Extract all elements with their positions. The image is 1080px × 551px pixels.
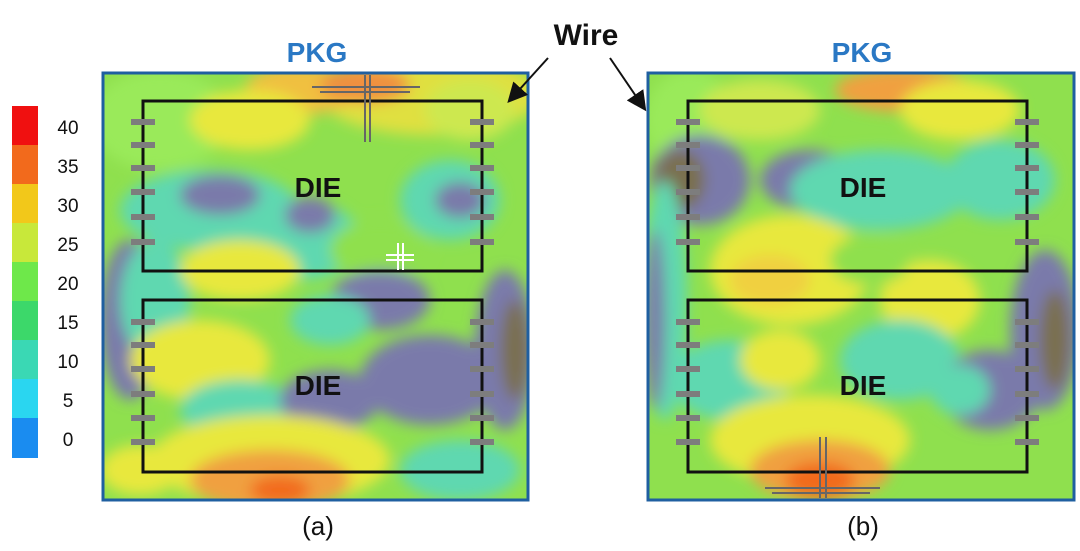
colorbar: 40 35 30 25 20 15 10 5 0	[12, 106, 79, 458]
bond-pad	[131, 391, 155, 397]
bond-pad	[676, 439, 700, 445]
caption-b: (b)	[847, 511, 879, 541]
bond-pad	[131, 439, 155, 445]
bond-pad	[131, 239, 155, 245]
colorbar-swatch	[12, 379, 38, 419]
bond-pad	[131, 415, 155, 421]
pkg-label-a: PKG	[287, 37, 348, 68]
colorbar-swatch	[12, 106, 38, 146]
wire-arrow-right	[609, 57, 647, 112]
bond-pad	[131, 142, 155, 148]
bond-pad	[676, 142, 700, 148]
wire-arrow-left	[507, 57, 549, 103]
colorbar-tick-label: 35	[57, 157, 78, 178]
caption-a: (a)	[302, 511, 334, 541]
bond-pad	[470, 391, 494, 397]
bond-pad	[1015, 415, 1039, 421]
colorbar-swatch	[12, 223, 38, 263]
die-bottom-b	[686, 298, 1029, 474]
bond-pad	[1015, 189, 1039, 195]
die-bottom-label-a: DIE	[295, 370, 342, 401]
wire-cross-b	[765, 437, 880, 498]
die-top-a	[141, 99, 484, 273]
bond-pad	[131, 319, 155, 325]
heatmap-b	[648, 73, 1074, 500]
bond-pad	[470, 415, 494, 421]
bond-pad	[131, 214, 155, 220]
colorbar-tick-label: 25	[57, 235, 78, 256]
colorbar-swatch	[12, 418, 38, 458]
colorbar-tick-label: 30	[57, 196, 78, 217]
die-bottom-a	[141, 298, 484, 474]
colorbar-tick-label: 5	[63, 391, 74, 412]
bond-pad	[470, 165, 494, 171]
die-top-label-a: DIE	[295, 172, 342, 203]
panel-a: PKG DIE DIE (a)	[101, 37, 530, 541]
bond-pad	[470, 319, 494, 325]
bond-pad	[470, 239, 494, 245]
bond-pad	[1015, 391, 1039, 397]
bond-pad	[470, 366, 494, 372]
colorbar-swatch	[12, 301, 38, 341]
colorbar-swatch	[12, 340, 38, 380]
bond-pad	[676, 189, 700, 195]
bond-pad	[676, 165, 700, 171]
pkg-label-b: PKG	[832, 37, 893, 68]
pkg-border-b	[646, 71, 1076, 502]
bond-pad	[1015, 165, 1039, 171]
bond-pad	[676, 342, 700, 348]
bond-pad	[470, 189, 494, 195]
colorbar-swatch	[12, 262, 38, 302]
heatmap-a	[103, 73, 528, 500]
colorbar-tick-label: 15	[57, 313, 78, 334]
bond-pad	[676, 391, 700, 397]
bond-pad	[470, 142, 494, 148]
panel-b: PKG DIE DIE (b)	[646, 37, 1076, 541]
bond-pad	[470, 119, 494, 125]
bond-pad	[1015, 119, 1039, 125]
bond-pad	[131, 342, 155, 348]
bond-pad	[676, 239, 700, 245]
bond-pad	[676, 119, 700, 125]
colorbar-tick-label: 40	[57, 118, 78, 139]
die-top-b	[686, 99, 1029, 273]
bond-pad	[676, 366, 700, 372]
bond-pad	[470, 342, 494, 348]
bond-pad	[676, 319, 700, 325]
die-bottom-label-b: DIE	[840, 370, 887, 401]
bond-pad	[1015, 439, 1039, 445]
bond-pads-a	[131, 119, 494, 445]
bond-pad	[676, 415, 700, 421]
colorbar-tick-label: 20	[57, 274, 78, 295]
bond-pad	[131, 165, 155, 171]
bond-pad	[470, 439, 494, 445]
bond-pad	[1015, 342, 1039, 348]
bond-pads-b	[676, 119, 1039, 445]
bond-pad	[1015, 142, 1039, 148]
bond-pad	[1015, 214, 1039, 220]
bond-pad	[470, 214, 494, 220]
colorbar-tick-label: 10	[57, 352, 78, 373]
pkg-border-a	[101, 71, 530, 502]
colorbar-tick-label: 0	[63, 430, 74, 451]
bond-pad	[131, 189, 155, 195]
bond-pad	[1015, 239, 1039, 245]
probe-marker-a	[386, 243, 414, 270]
bond-pad	[676, 214, 700, 220]
bond-pad	[131, 366, 155, 372]
colorbar-swatch	[12, 145, 38, 185]
bond-pad	[1015, 366, 1039, 372]
wire-label: Wire	[554, 19, 619, 52]
colorbar-swatch	[12, 184, 38, 224]
bond-pad	[1015, 319, 1039, 325]
wire-cross-a	[312, 75, 420, 142]
die-top-label-b: DIE	[840, 172, 887, 203]
bond-pad	[131, 119, 155, 125]
